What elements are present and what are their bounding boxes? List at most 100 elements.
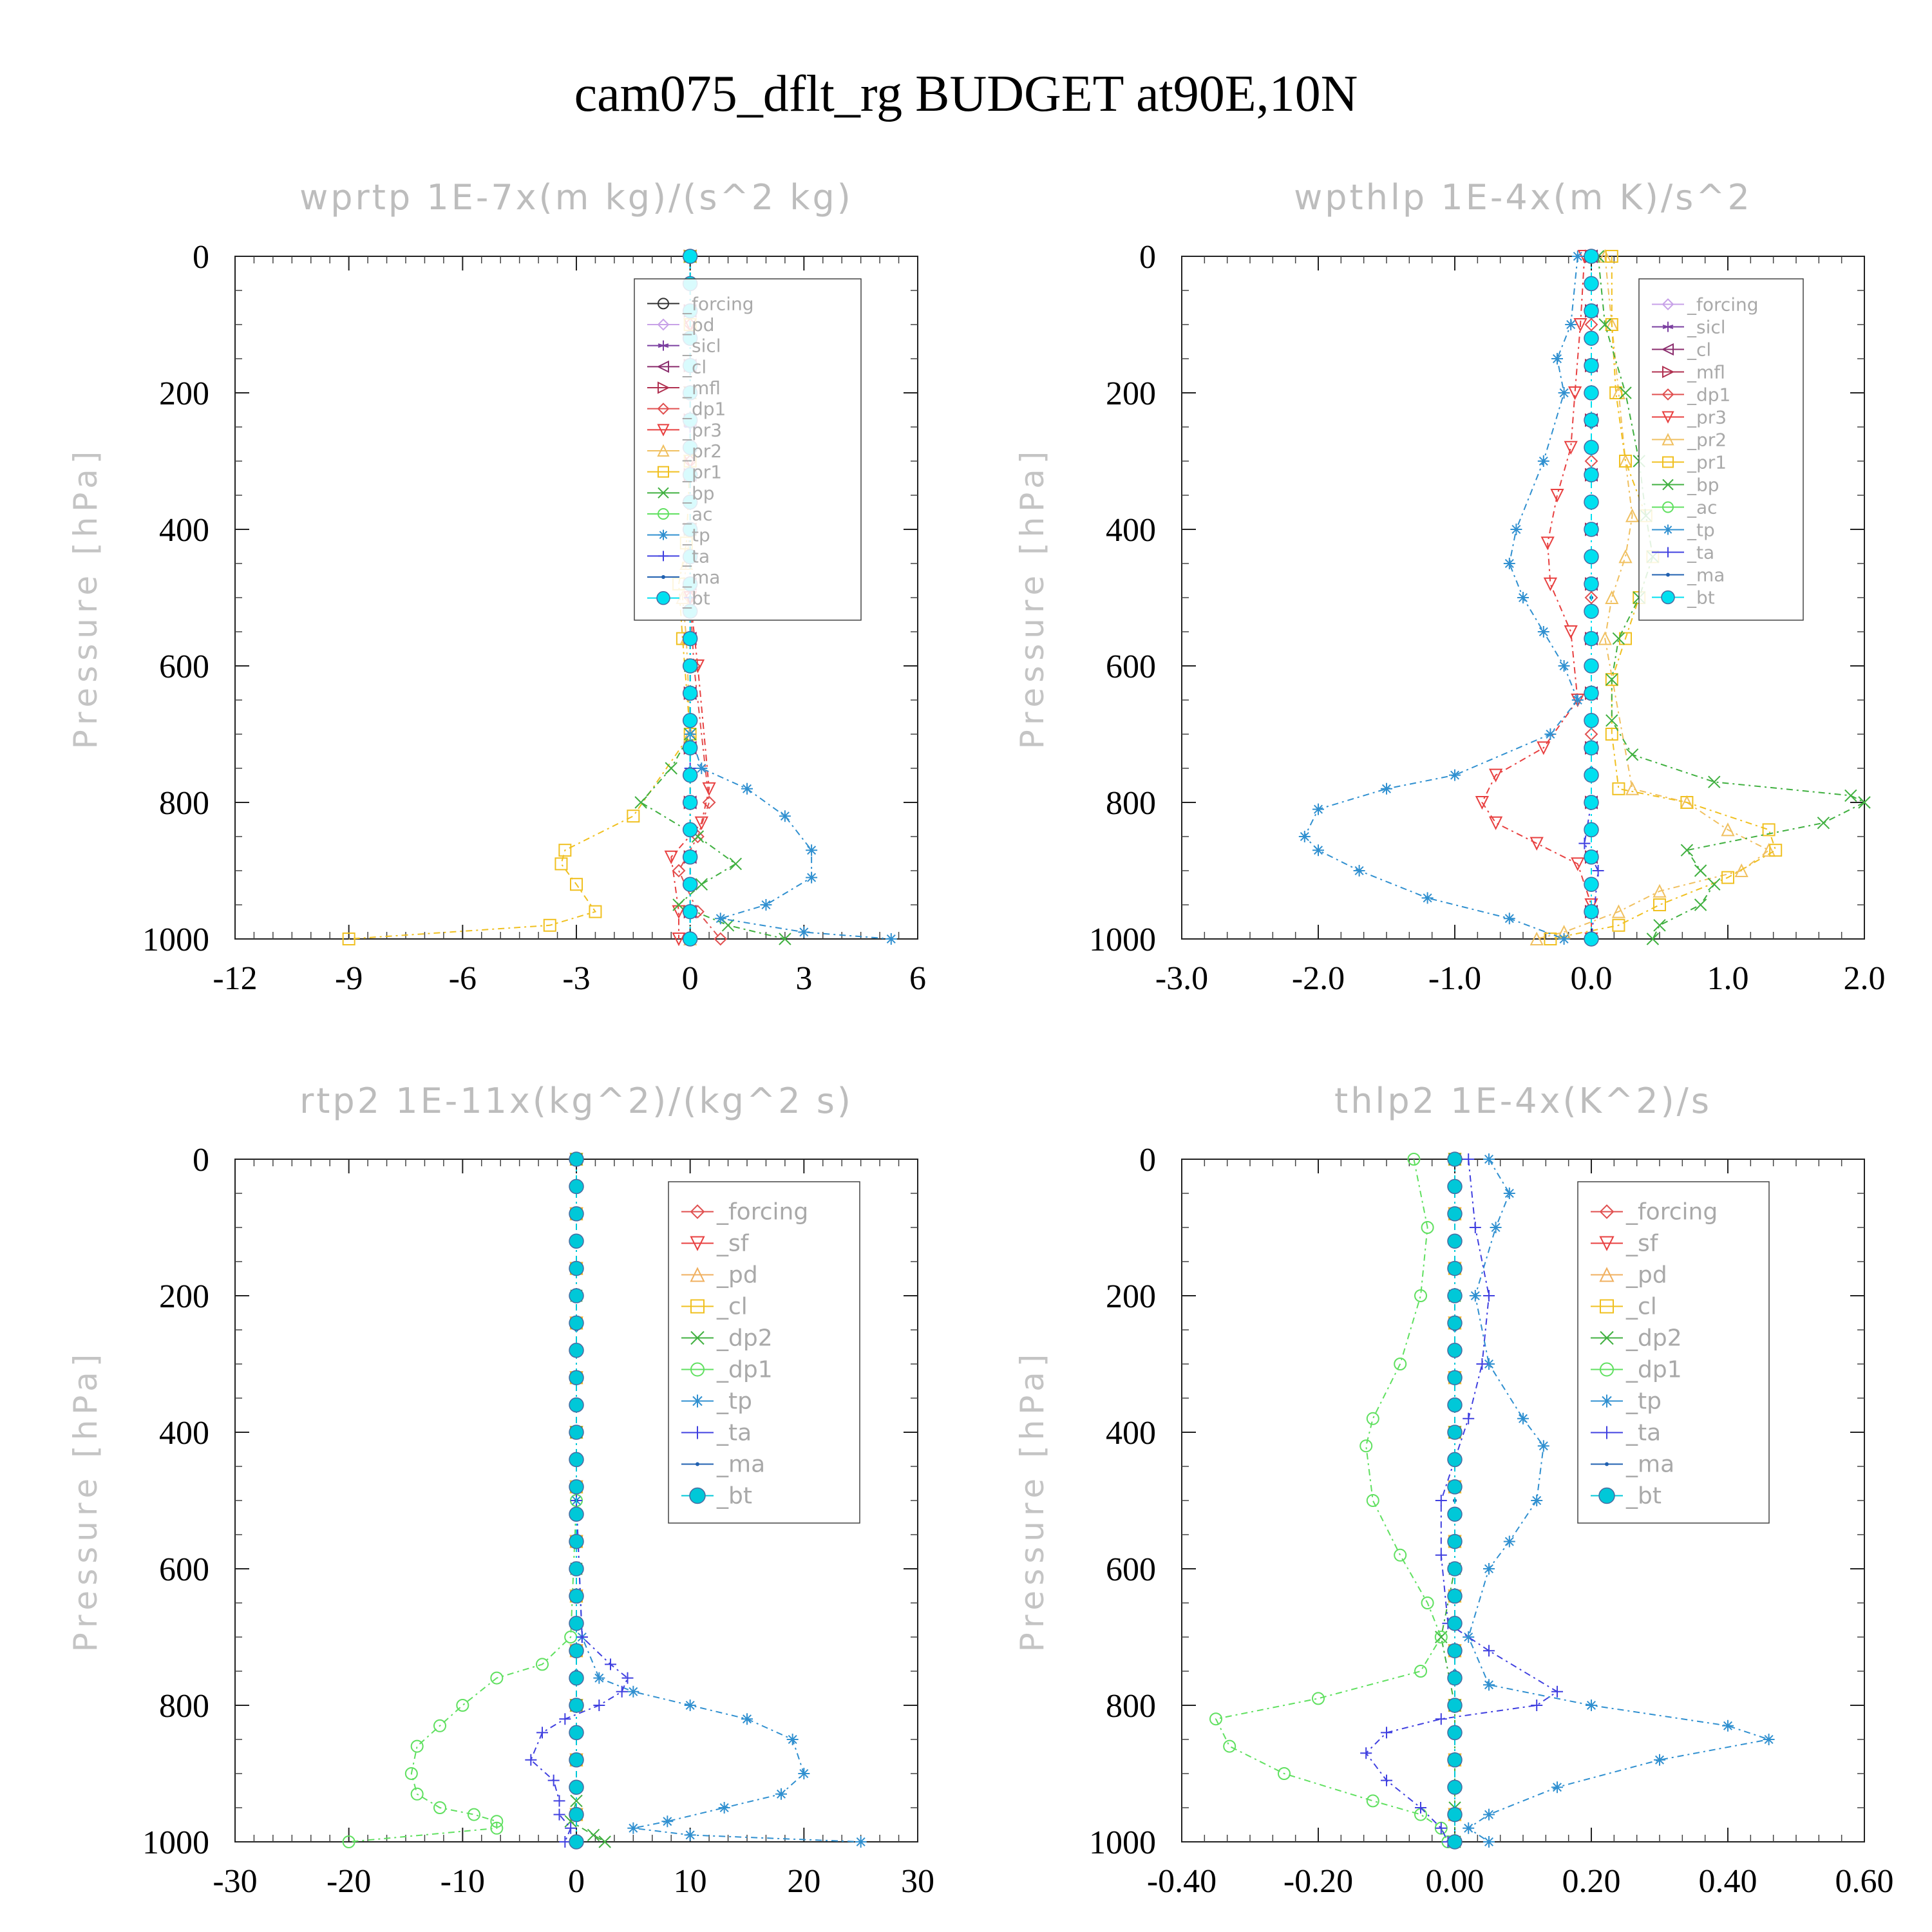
data-point bbox=[885, 933, 897, 945]
data-point bbox=[1551, 353, 1563, 365]
data-point bbox=[1381, 1774, 1392, 1786]
data-point bbox=[1625, 781, 1640, 795]
data-point bbox=[553, 1808, 565, 1821]
data-point bbox=[1469, 1222, 1481, 1233]
data-point bbox=[1584, 249, 1599, 264]
data-point bbox=[1476, 1358, 1488, 1370]
data-point bbox=[1278, 1767, 1291, 1780]
data-point bbox=[1619, 455, 1632, 468]
legend-marker bbox=[1600, 1299, 1614, 1314]
y-axis-label: Pressure [hPa] bbox=[67, 1349, 104, 1653]
data-point bbox=[587, 1828, 600, 1842]
data-point bbox=[1414, 1289, 1427, 1302]
legend-label: _bt bbox=[1687, 587, 1715, 609]
x-tick-label: 1.0 bbox=[1707, 960, 1749, 997]
data-point bbox=[1312, 1692, 1325, 1705]
data-point bbox=[682, 849, 698, 865]
data-point bbox=[1584, 713, 1599, 728]
data-point bbox=[1598, 249, 1612, 263]
data-point bbox=[1611, 904, 1626, 918]
legend-marker bbox=[1599, 1267, 1615, 1282]
data-point bbox=[1680, 844, 1694, 857]
x-tick-label: 0.20 bbox=[1562, 1863, 1621, 1900]
data-point bbox=[1550, 489, 1564, 503]
legend-box bbox=[1638, 278, 1804, 621]
data-point bbox=[682, 904, 698, 920]
data-point bbox=[1619, 632, 1632, 645]
data-point bbox=[569, 1288, 584, 1303]
data-point bbox=[410, 1787, 424, 1801]
legend-label: _ta bbox=[1687, 542, 1714, 564]
data-point bbox=[468, 1808, 480, 1821]
data-point bbox=[1447, 1370, 1463, 1385]
data-point bbox=[536, 1727, 548, 1739]
data-point bbox=[1435, 1549, 1447, 1561]
series-line bbox=[1481, 256, 1592, 939]
data-point bbox=[682, 685, 698, 701]
data-point bbox=[569, 1752, 584, 1768]
panels: wprtp 1E-7x(m kg)/(s^2 kg) Pressure [hPa]… bbox=[67, 177, 1894, 1900]
legend-marker bbox=[1663, 547, 1673, 558]
data-point bbox=[1584, 603, 1599, 619]
series-dp1 bbox=[1209, 1153, 1455, 1848]
data-point bbox=[456, 1699, 469, 1712]
legend: _forcing _sf _pd _cl _dp2 _dp1 _tp _ta _ma _bt bbox=[1577, 1181, 1770, 1524]
data-point bbox=[1223, 1739, 1236, 1753]
data-point bbox=[798, 1768, 810, 1779]
data-point bbox=[410, 1739, 424, 1753]
data-point bbox=[696, 762, 708, 774]
data-point bbox=[570, 878, 583, 891]
data-point bbox=[1394, 1548, 1407, 1562]
legend-box bbox=[634, 278, 862, 621]
legend-label: _ma bbox=[716, 1452, 765, 1478]
series-line bbox=[1303, 256, 1578, 940]
data-point bbox=[672, 864, 686, 878]
data-point bbox=[1531, 1495, 1543, 1506]
legend-label: _tp bbox=[1687, 520, 1715, 541]
data-point bbox=[1584, 876, 1599, 892]
legend-label: _pr1 bbox=[682, 462, 722, 483]
data-point bbox=[1537, 741, 1551, 755]
data-point bbox=[569, 1561, 584, 1577]
data-point bbox=[569, 1834, 584, 1850]
data-point bbox=[1381, 1727, 1392, 1739]
data-point bbox=[1584, 549, 1599, 565]
data-point bbox=[558, 844, 572, 857]
legend-label: _pr3 bbox=[682, 419, 722, 440]
data-point bbox=[1653, 884, 1667, 898]
data-point bbox=[1447, 1533, 1463, 1549]
data-point bbox=[490, 1671, 504, 1685]
data-point bbox=[806, 871, 818, 884]
y-tick-label: 200 bbox=[1106, 1278, 1156, 1315]
data-point bbox=[1530, 931, 1544, 945]
data-point bbox=[1447, 1479, 1463, 1495]
legend-marker bbox=[1599, 1236, 1615, 1251]
y-tick-label: 400 bbox=[159, 1415, 209, 1452]
data-point bbox=[1544, 728, 1557, 740]
x-tick-label: 0.0 bbox=[1571, 960, 1613, 997]
data-point bbox=[1447, 1643, 1463, 1658]
data-point bbox=[1584, 822, 1599, 838]
x-tick-label: -20 bbox=[327, 1863, 371, 1900]
legend-label: _cl bbox=[682, 356, 706, 377]
x-tick-label: -1.0 bbox=[1428, 960, 1481, 997]
y-tick-label: 400 bbox=[1106, 1415, 1156, 1452]
data-point bbox=[714, 932, 728, 946]
data-point bbox=[1734, 863, 1748, 877]
x-tick-label: 0 bbox=[568, 1863, 585, 1900]
data-point bbox=[1366, 1794, 1379, 1808]
legend-label: _pr1 bbox=[1687, 452, 1727, 473]
legend-marker bbox=[690, 1267, 705, 1282]
legend-marker bbox=[691, 1394, 704, 1408]
series-line bbox=[670, 256, 710, 939]
data-point bbox=[1761, 842, 1776, 857]
data-point bbox=[1540, 536, 1555, 551]
data-point bbox=[433, 1719, 446, 1732]
data-point bbox=[569, 1260, 584, 1276]
data-point bbox=[729, 857, 743, 871]
data-point bbox=[1435, 1713, 1447, 1725]
y-tick-label: 600 bbox=[159, 649, 209, 685]
data-point bbox=[1584, 849, 1599, 865]
data-point bbox=[569, 1179, 584, 1195]
data-point bbox=[559, 1713, 571, 1725]
